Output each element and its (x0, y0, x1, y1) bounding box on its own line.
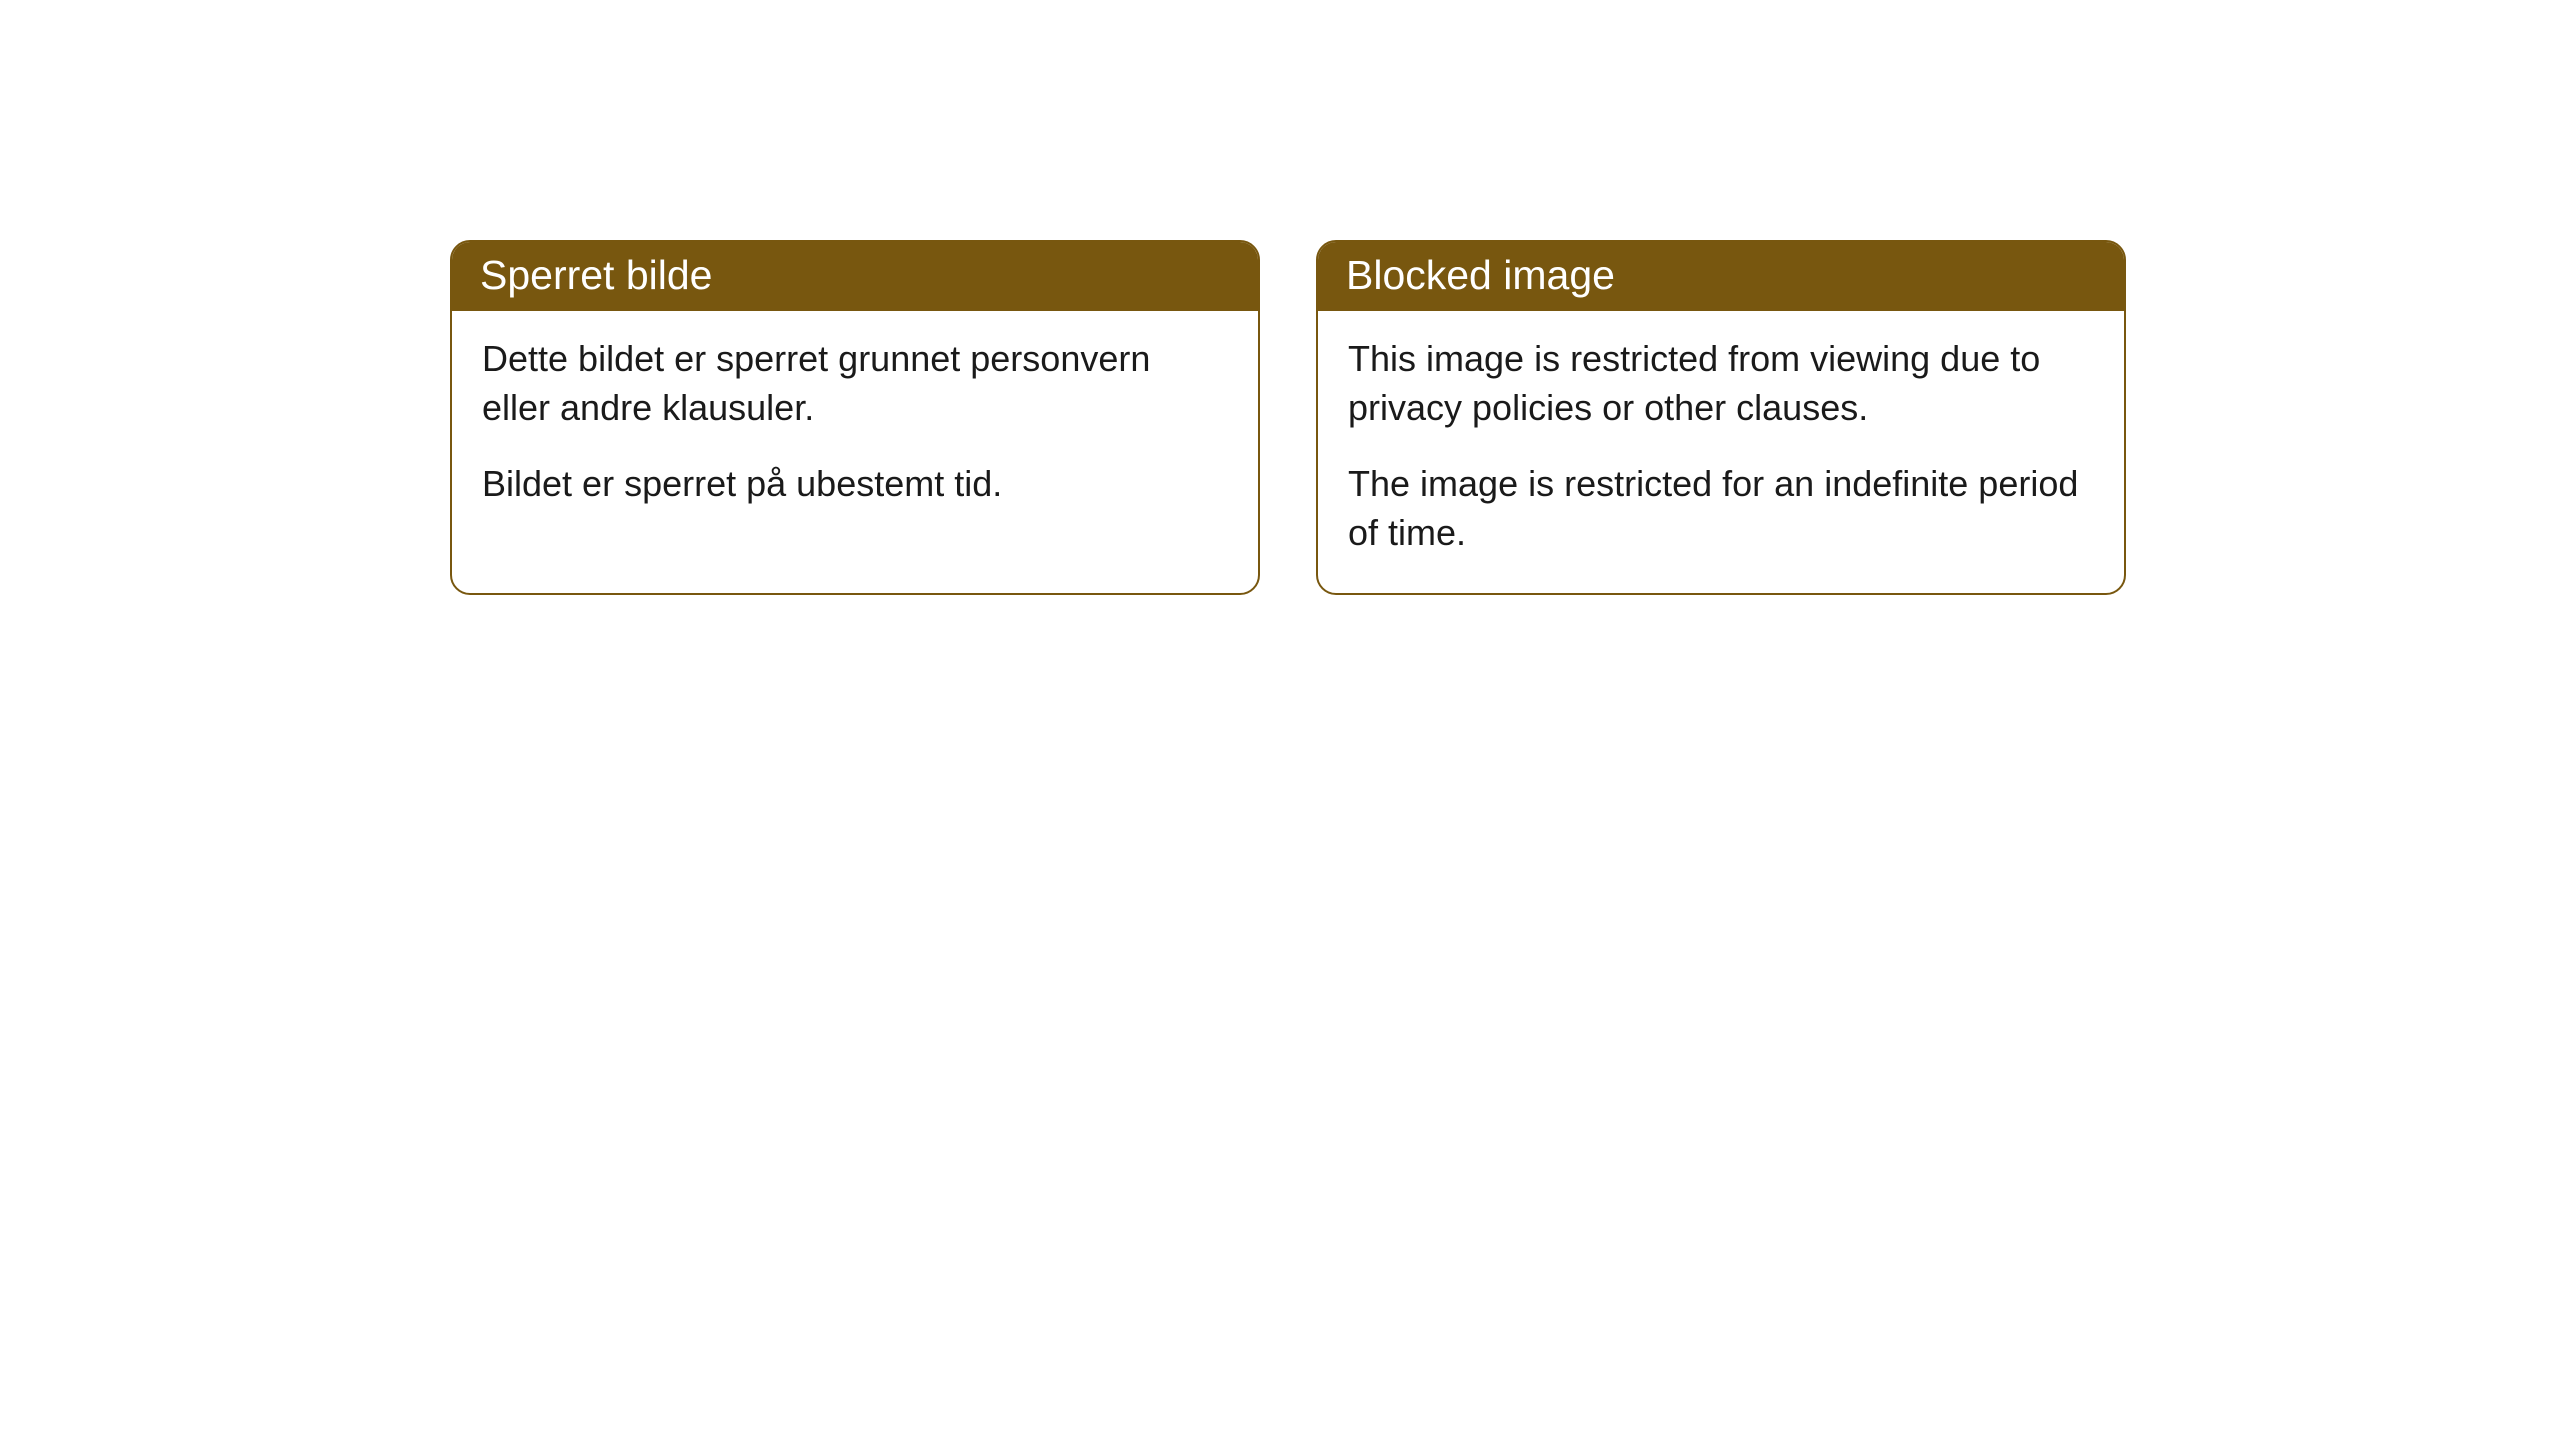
card-paragraph: The image is restricted for an indefinit… (1348, 460, 2094, 557)
card-title: Blocked image (1346, 252, 1615, 298)
card-header: Blocked image (1318, 242, 2124, 311)
card-body: This image is restricted from viewing du… (1318, 311, 2124, 593)
card-header: Sperret bilde (452, 242, 1258, 311)
blocked-image-card-english: Blocked image This image is restricted f… (1316, 240, 2126, 595)
card-paragraph: Bildet er sperret på ubestemt tid. (482, 460, 1228, 509)
card-paragraph: Dette bildet er sperret grunnet personve… (482, 335, 1228, 432)
card-title: Sperret bilde (480, 252, 712, 298)
card-paragraph: This image is restricted from viewing du… (1348, 335, 2094, 432)
blocked-image-card-norwegian: Sperret bilde Dette bildet er sperret gr… (450, 240, 1260, 595)
card-body: Dette bildet er sperret grunnet personve… (452, 311, 1258, 545)
notice-cards-container: Sperret bilde Dette bildet er sperret gr… (0, 0, 2560, 595)
